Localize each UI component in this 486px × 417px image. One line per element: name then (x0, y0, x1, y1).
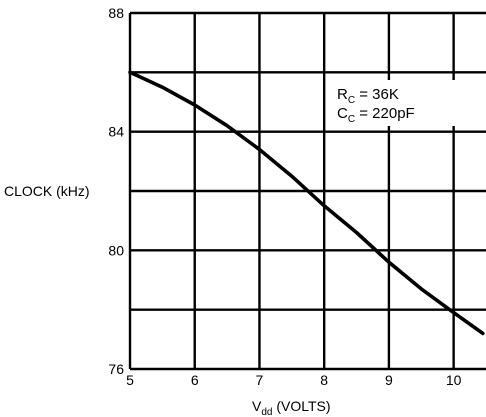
x-tick-label: 10 (446, 372, 462, 388)
grid (128, 11, 486, 371)
x-axis-label: Vdd (VOLTS) (252, 398, 331, 417)
y-axis-label: CLOCK (kHz) (4, 183, 90, 199)
x-tick-label: 7 (256, 372, 264, 388)
y-tick-labels: 76 80 84 88 (108, 5, 124, 377)
x-tick-label: 8 (320, 372, 328, 388)
x-tick-labels: 5 6 7 8 9 10 (126, 372, 462, 388)
y-tick-label: 76 (108, 361, 124, 377)
y-tick-label: 84 (108, 124, 124, 140)
annotation-background (332, 80, 460, 126)
annotation-rc: RC = 36K (337, 86, 399, 106)
series-line (128, 70, 485, 336)
annotation-cc: CC = 220pF (337, 105, 415, 125)
x-tick-label: 6 (191, 372, 199, 388)
x-tick-label: 5 (126, 372, 134, 388)
y-tick-label: 80 (108, 242, 124, 258)
y-tick-label: 88 (108, 5, 124, 21)
x-tick-label: 9 (385, 372, 393, 388)
